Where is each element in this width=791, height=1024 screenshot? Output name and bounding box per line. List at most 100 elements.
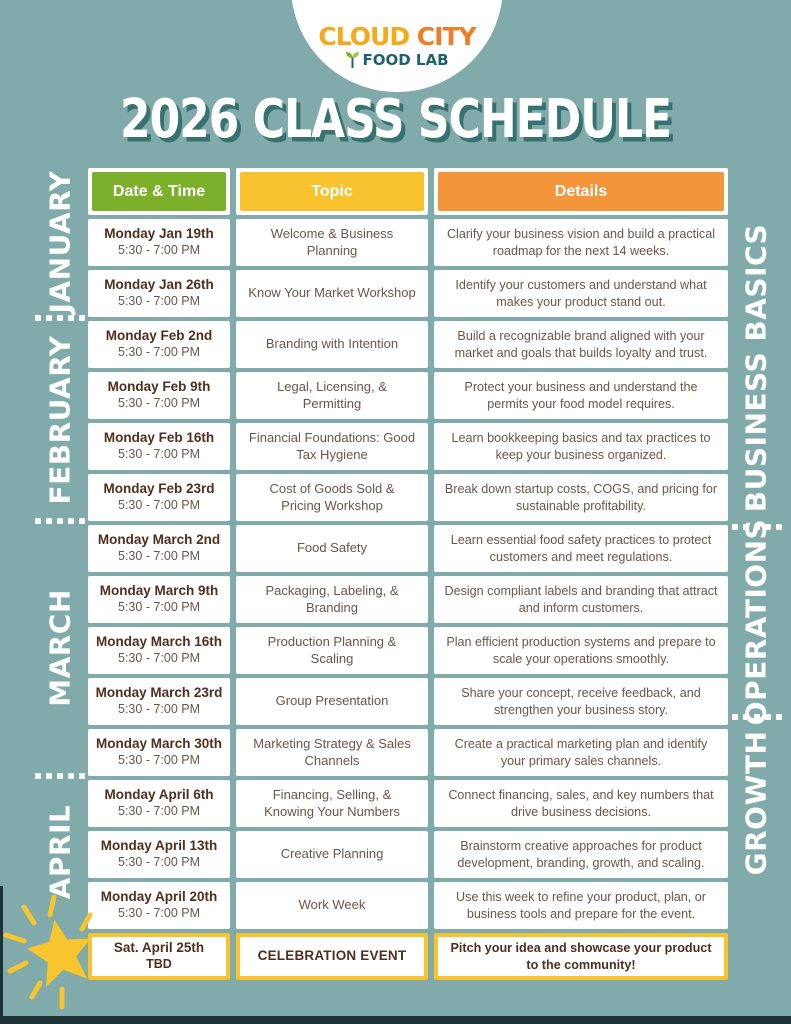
table-row: Monday Feb 23rd 5:30 - 7:00 PM Cost of G… xyxy=(88,474,728,521)
details-cell: Protect your business and understand the… xyxy=(434,372,728,419)
table-row: Monday Feb 2nd 5:30 - 7:00 PM Branding w… xyxy=(88,321,728,368)
time-text: 5:30 - 7:00 PM xyxy=(118,753,200,768)
logo-name: CLOUD CITY xyxy=(291,24,503,49)
table-row-celebration-event: Sat. April 25th TBD CELEBRATION EVENT Pi… xyxy=(88,933,728,980)
column-header-date-time: Date & Time xyxy=(92,172,226,211)
details-cell: Learn bookkeeping basics and tax practic… xyxy=(434,423,728,470)
dotted-divider xyxy=(732,524,782,530)
topic-cell: Financial Foundations: Good Tax Hygiene xyxy=(236,423,428,470)
date-cell: Monday March 9th 5:30 - 7:00 PM xyxy=(88,576,230,623)
time-text: 5:30 - 7:00 PM xyxy=(118,651,200,666)
logo-name-part2: CITY xyxy=(416,22,477,51)
date-cell: Monday Feb 16th 5:30 - 7:00 PM xyxy=(88,423,230,470)
rail-label-growth: GROWTH xyxy=(739,730,773,876)
star-burst-icon xyxy=(3,894,93,1010)
topic-cell: Financing, Selling, & Knowing Your Numbe… xyxy=(236,780,428,827)
rail-label-business-basics: BUSINESS BASICS xyxy=(739,223,773,513)
topic-cell: CELEBRATION EVENT xyxy=(236,933,428,980)
time-text: 5:30 - 7:00 PM xyxy=(118,600,200,615)
date-text: Monday Feb 23rd xyxy=(103,481,215,497)
date-cell: Monday March 30th 5:30 - 7:00 PM xyxy=(88,729,230,776)
header-cell-topic: Topic xyxy=(236,168,428,215)
dotted-divider xyxy=(732,714,782,720)
time-text: 5:30 - 7:00 PM xyxy=(118,702,200,717)
rail-label-march: MARCH xyxy=(43,589,77,707)
details-cell: Learn essential food safety practices to… xyxy=(434,525,728,572)
details-cell: Identify your customers and understand w… xyxy=(434,270,728,317)
logo-subtitle-row: FOOD LAB xyxy=(291,51,503,69)
topic-cell: Packaging, Labeling, & Branding xyxy=(236,576,428,623)
time-text: 5:30 - 7:00 PM xyxy=(118,396,200,411)
topic-cell: Cost of Goods Sold & Pricing Workshop xyxy=(236,474,428,521)
rail-label-april: APRIL xyxy=(43,804,77,900)
details-cell: Brainstorm creative approaches for produ… xyxy=(434,831,728,878)
rail-label-operations: OPERATIONS xyxy=(739,518,773,726)
time-text: 5:30 - 7:00 PM xyxy=(118,243,200,258)
time-text: 5:30 - 7:00 PM xyxy=(118,345,200,360)
rail-label-january: JANUARY xyxy=(43,170,77,314)
table-row: Monday March 2nd 5:30 - 7:00 PM Food Saf… xyxy=(88,525,728,572)
date-text: Monday April 13th xyxy=(100,838,218,854)
rail-label-february: FEBRUARY xyxy=(43,335,77,505)
date-text: Monday March 23rd xyxy=(95,685,223,701)
date-cell: Monday Jan 19th 5:30 - 7:00 PM xyxy=(88,219,230,266)
table-header-row: Date & Time Topic Details xyxy=(88,168,728,215)
schedule-table: Date & Time Topic Details Monday Jan 19t… xyxy=(88,168,728,980)
date-cell: Monday Feb 9th 5:30 - 7:00 PM xyxy=(88,372,230,419)
time-text: 5:30 - 7:00 PM xyxy=(118,498,200,513)
logo-name-part1: CLOUD xyxy=(318,22,410,51)
time-text: 5:30 - 7:00 PM xyxy=(118,906,200,921)
column-header-topic: Topic xyxy=(240,172,424,211)
time-text: TBD xyxy=(146,957,172,972)
date-text: Monday March 9th xyxy=(99,583,219,599)
table-row: Monday Jan 26th 5:30 - 7:00 PM Know Your… xyxy=(88,270,728,317)
date-text: Monday Jan 19th xyxy=(104,226,214,242)
dotted-divider xyxy=(35,315,85,321)
table-row: Monday March 16th 5:30 - 7:00 PM Product… xyxy=(88,627,728,674)
topic-cell: Group Presentation xyxy=(236,678,428,725)
details-cell: Pitch your idea and showcase your produc… xyxy=(434,933,728,980)
table-row: Monday Feb 9th 5:30 - 7:00 PM Legal, Lic… xyxy=(88,372,728,419)
date-text: Monday Feb 16th xyxy=(103,430,215,446)
time-text: 5:30 - 7:00 PM xyxy=(118,549,200,564)
header-cell-details: Details xyxy=(434,168,728,215)
details-cell: Build a recognizable brand aligned with … xyxy=(434,321,728,368)
topic-cell: Welcome & Business Planning xyxy=(236,219,428,266)
logo-subtitle: FOOD LAB xyxy=(362,50,449,69)
table-row: Monday March 23rd 5:30 - 7:00 PM Group P… xyxy=(88,678,728,725)
table-row: Monday March 9th 5:30 - 7:00 PM Packagin… xyxy=(88,576,728,623)
table-row: Monday Jan 19th 5:30 - 7:00 PM Welcome &… xyxy=(88,219,728,266)
date-text: Monday March 2nd xyxy=(97,532,221,548)
details-cell: Use this week to refine your product, pl… xyxy=(434,882,728,929)
date-cell: Monday Feb 2nd 5:30 - 7:00 PM xyxy=(88,321,230,368)
dotted-divider xyxy=(35,518,85,524)
date-text: Monday Jan 26th xyxy=(104,277,214,293)
date-cell: Monday March 23rd 5:30 - 7:00 PM xyxy=(88,678,230,725)
details-cell: Create a practical marketing plan and id… xyxy=(434,729,728,776)
time-text: 5:30 - 7:00 PM xyxy=(118,804,200,819)
table-row: Monday April 20th 5:30 - 7:00 PM Work We… xyxy=(88,882,728,929)
column-header-details: Details xyxy=(438,172,724,211)
table-row: Monday April 13th 5:30 - 7:00 PM Creativ… xyxy=(88,831,728,878)
time-text: 5:30 - 7:00 PM xyxy=(118,447,200,462)
date-text: Monday Feb 2nd xyxy=(105,328,213,344)
logo: CLOUD CITY FOOD LAB xyxy=(291,24,503,69)
table-row: Monday Feb 16th 5:30 - 7:00 PM Financial… xyxy=(88,423,728,470)
date-text: Monday April 20th xyxy=(100,889,218,905)
date-text: Monday April 6th xyxy=(104,787,214,803)
details-cell: Design compliant labels and branding tha… xyxy=(434,576,728,623)
sprout-fork-icon xyxy=(346,52,360,68)
date-cell: Sat. April 25th TBD xyxy=(88,933,230,980)
table-row: Monday March 30th 5:30 - 7:00 PM Marketi… xyxy=(88,729,728,776)
topic-cell: Marketing Strategy & Sales Channels xyxy=(236,729,428,776)
topic-cell: Creative Planning xyxy=(236,831,428,878)
date-cell: Monday April 20th 5:30 - 7:00 PM xyxy=(88,882,230,929)
details-cell: Clarify your business vision and build a… xyxy=(434,219,728,266)
poster-bottom-edge xyxy=(0,1016,791,1024)
date-cell: Monday March 2nd 5:30 - 7:00 PM xyxy=(88,525,230,572)
date-cell: Monday March 16th 5:30 - 7:00 PM xyxy=(88,627,230,674)
table-row: Monday April 6th 5:30 - 7:00 PM Financin… xyxy=(88,780,728,827)
date-cell: Monday April 6th 5:30 - 7:00 PM xyxy=(88,780,230,827)
date-text: Monday March 16th xyxy=(95,634,223,650)
